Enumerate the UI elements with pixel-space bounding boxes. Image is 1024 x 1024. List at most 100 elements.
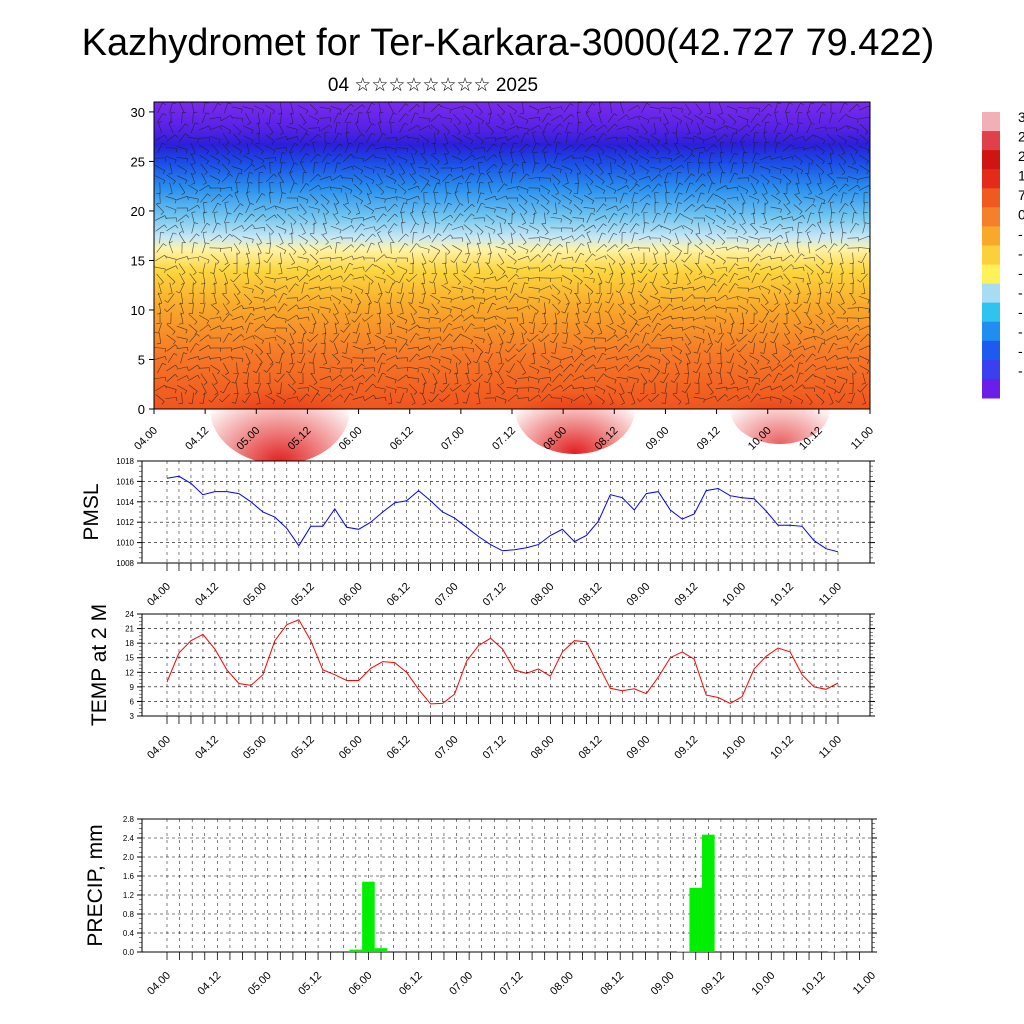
- wind-barb: [498, 142, 504, 154]
- wind-barb: [444, 372, 448, 384]
- wind-barb-flag: [710, 392, 714, 395]
- x-tick-label: 06.12: [385, 581, 413, 609]
- wind-barb: [154, 376, 166, 380]
- y-tick-label: 1010: [116, 539, 134, 548]
- wind-barb: [563, 103, 571, 113]
- wind-barb-flag: [329, 176, 332, 181]
- wind-barb-flag: [480, 141, 484, 145]
- wind-barb: [541, 243, 549, 253]
- wind-barb: [860, 273, 868, 283]
- wind-barb: [533, 212, 535, 224]
- wind-barb: [683, 145, 693, 151]
- wind-barb-flag: [394, 389, 397, 394]
- wind-barb: [396, 335, 408, 341]
- wind-barb: [418, 125, 430, 131]
- wind-barb: [407, 346, 419, 350]
- wind-barb: [419, 235, 429, 241]
- wind-barb: [389, 392, 393, 404]
- wind-barb-flag: [279, 132, 284, 135]
- wind-barb: [583, 337, 595, 339]
- wind-barb-flag: [462, 401, 467, 404]
- wind-barb: [232, 234, 242, 242]
- wind-barb-flag: [856, 119, 859, 124]
- wind-barb: [518, 204, 528, 212]
- wind-barb: [697, 352, 701, 364]
- wind-barb: [264, 336, 276, 340]
- wind-barb-flag: [337, 162, 342, 164]
- wind-barb-flag: [263, 205, 266, 210]
- wind-barb: [463, 314, 473, 322]
- wind-barb-flag: [495, 351, 500, 354]
- wind-barb-flag: [226, 301, 230, 305]
- wind-barb: [774, 112, 778, 124]
- wind-barb: [815, 264, 825, 272]
- wind-barb-flag: [614, 190, 617, 194]
- wind-barb: [850, 392, 856, 404]
- wind-barb-flag: [600, 172, 604, 175]
- wind-barb: [431, 343, 439, 353]
- wind-barb: [682, 115, 694, 121]
- wind-barb-flag: [524, 282, 529, 285]
- wind-barb-flag: [634, 151, 638, 155]
- wind-barb: [220, 356, 232, 360]
- wind-barb-flag: [203, 382, 208, 385]
- wind-barb: [650, 174, 660, 182]
- wind-barb-flag: [240, 169, 243, 174]
- wind-barb: [421, 202, 427, 214]
- wind-barb-flag: [769, 385, 772, 390]
- wind-barb-flag: [175, 224, 178, 229]
- wind-barb: [573, 234, 583, 242]
- wind-barb: [451, 326, 463, 330]
- wind-barb: [287, 383, 297, 393]
- wind-barb: [829, 272, 833, 284]
- wind-barb-flag: [524, 201, 528, 205]
- wind-barb: [793, 154, 803, 162]
- wind-barb-flag: [193, 282, 197, 285]
- wind-barb: [642, 332, 646, 344]
- wind-barb: [572, 267, 584, 269]
- wind-barb: [541, 143, 549, 153]
- wind-barb: [781, 226, 793, 230]
- wind-barb: [190, 142, 196, 154]
- precip-bar: [689, 887, 703, 952]
- wind-barb-flag: [457, 151, 461, 155]
- wind-barb-flag: [679, 182, 684, 186]
- wind-barb: [750, 113, 758, 123]
- wind-barb: [573, 334, 583, 342]
- wind-barb-flag: [522, 372, 526, 375]
- wind-barb-flag: [261, 340, 265, 345]
- wind-barb: [849, 363, 857, 373]
- wind-barb-flag: [449, 370, 452, 374]
- wind-barb-flag: [590, 291, 594, 295]
- wind-barb: [442, 333, 450, 343]
- wind-barb: [158, 302, 162, 314]
- wind-barb: [588, 292, 590, 304]
- wind-barb-flag: [406, 199, 408, 204]
- wind-barb: [675, 262, 679, 274]
- wind-barb-flag: [405, 339, 408, 344]
- wind-barb-flag: [245, 153, 250, 155]
- wind-barb: [333, 202, 339, 214]
- wind-barb: [213, 272, 217, 284]
- wind-barb-flag: [366, 333, 371, 335]
- wind-barb: [562, 114, 572, 122]
- wind-barb-flag: [208, 399, 212, 403]
- wind-barb-flag: [367, 111, 372, 113]
- wind-barb-flag: [713, 193, 717, 197]
- wind-barb-flag: [450, 260, 455, 263]
- wind-barb: [828, 262, 834, 274]
- wind-barb: [298, 274, 308, 282]
- wind-barb: [675, 202, 679, 214]
- wind-barb-flag: [429, 336, 431, 341]
- wind-barb: [396, 357, 408, 359]
- wind-barb: [320, 124, 330, 132]
- wind-barb: [232, 124, 242, 132]
- wind-barb-flag: [438, 114, 442, 118]
- wind-barb-flag: [251, 164, 255, 168]
- wind-barb: [453, 143, 461, 153]
- wind-barb-flag: [852, 302, 856, 305]
- x-tick-label: 10.00: [720, 734, 748, 762]
- wind-barb-flag: [635, 223, 640, 226]
- wind-barb-flag: [560, 236, 563, 241]
